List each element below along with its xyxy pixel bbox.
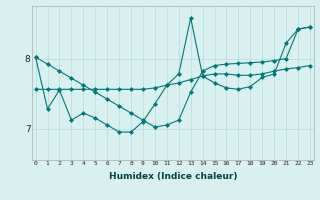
X-axis label: Humidex (Indice chaleur): Humidex (Indice chaleur) (108, 172, 237, 181)
